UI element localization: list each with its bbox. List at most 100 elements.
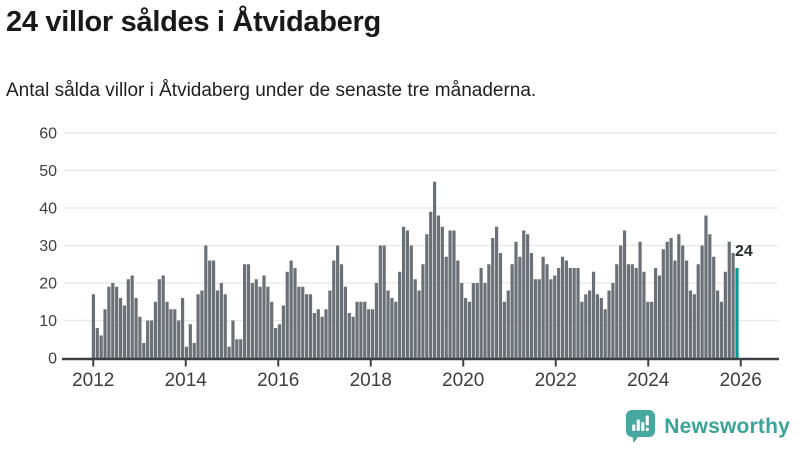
bar [475, 283, 479, 358]
bar [289, 260, 293, 358]
bar [305, 294, 309, 358]
bar [254, 279, 258, 358]
bar [293, 268, 297, 358]
bar [398, 271, 402, 358]
bar [130, 275, 134, 358]
bar [673, 260, 677, 358]
bar [580, 301, 584, 358]
bar [731, 253, 735, 358]
bar [665, 241, 669, 358]
bar [270, 301, 274, 358]
bar [487, 264, 491, 358]
newsworthy-logo-text: Newsworthy [664, 415, 790, 438]
newsworthy-logo[interactable]: Newsworthy [626, 410, 790, 444]
bar [235, 339, 239, 358]
bar [103, 309, 107, 358]
bar [281, 305, 285, 358]
bar [115, 286, 119, 358]
bar [661, 249, 665, 358]
bar [723, 271, 727, 358]
bar [479, 268, 483, 358]
bar [529, 253, 534, 358]
bar [560, 256, 565, 358]
newsworthy-logo-icon [626, 410, 656, 443]
bar [382, 245, 386, 358]
bar [401, 226, 406, 358]
bar [634, 268, 638, 358]
bar [405, 230, 410, 358]
bar [339, 264, 344, 358]
bar [413, 279, 417, 358]
bar [355, 301, 359, 358]
last-value-label: 24 [735, 243, 753, 260]
bar [684, 260, 689, 358]
bar [553, 275, 557, 358]
bar [343, 286, 347, 358]
bar [367, 309, 371, 358]
bar [188, 324, 192, 358]
bar [444, 256, 448, 358]
bar [122, 305, 127, 358]
bar [448, 230, 452, 358]
bar [336, 245, 340, 358]
bar [677, 234, 681, 358]
bar [351, 316, 355, 358]
bar [297, 286, 301, 358]
y-tick-label: 20 [39, 276, 57, 293]
bar [704, 215, 708, 358]
x-tick-label: 2016 [257, 370, 299, 391]
bar [526, 234, 530, 358]
bar [622, 230, 627, 358]
bar [502, 301, 506, 358]
bar [180, 298, 185, 358]
bar [514, 241, 518, 358]
bar [149, 320, 154, 358]
bar [277, 324, 282, 358]
bar [308, 294, 313, 358]
bar [169, 309, 173, 358]
bar [165, 301, 169, 358]
bar [584, 294, 588, 358]
bar [91, 294, 95, 358]
bar [417, 290, 421, 358]
bar [483, 283, 487, 358]
x-tick-label: 2014 [165, 370, 208, 391]
bar [545, 264, 549, 358]
bar [564, 260, 568, 358]
bar [638, 241, 642, 358]
bar [223, 294, 227, 358]
bar [460, 283, 464, 358]
bar [126, 279, 130, 358]
bar [719, 301, 724, 358]
bar [615, 264, 619, 358]
bar [619, 245, 623, 358]
bar [301, 286, 305, 358]
bar [196, 294, 200, 358]
bar [328, 290, 332, 358]
bar [537, 279, 541, 358]
bar [595, 294, 600, 358]
bar [506, 290, 510, 358]
bar [239, 339, 243, 358]
bar [498, 253, 503, 358]
bar [215, 290, 220, 358]
bar [208, 260, 212, 358]
bar [111, 283, 115, 358]
bar [138, 316, 142, 358]
bar [312, 313, 316, 358]
bar [421, 264, 425, 358]
bar [440, 226, 444, 358]
bar [231, 320, 235, 358]
bar [696, 264, 700, 358]
bar [549, 279, 553, 358]
bar [219, 283, 223, 358]
y-tick-label: 60 [39, 126, 57, 143]
bar [146, 320, 150, 358]
bar [378, 245, 382, 358]
bar [95, 328, 99, 358]
bar [522, 230, 526, 358]
bar [227, 346, 231, 358]
bar [192, 343, 196, 358]
bar [495, 226, 499, 358]
